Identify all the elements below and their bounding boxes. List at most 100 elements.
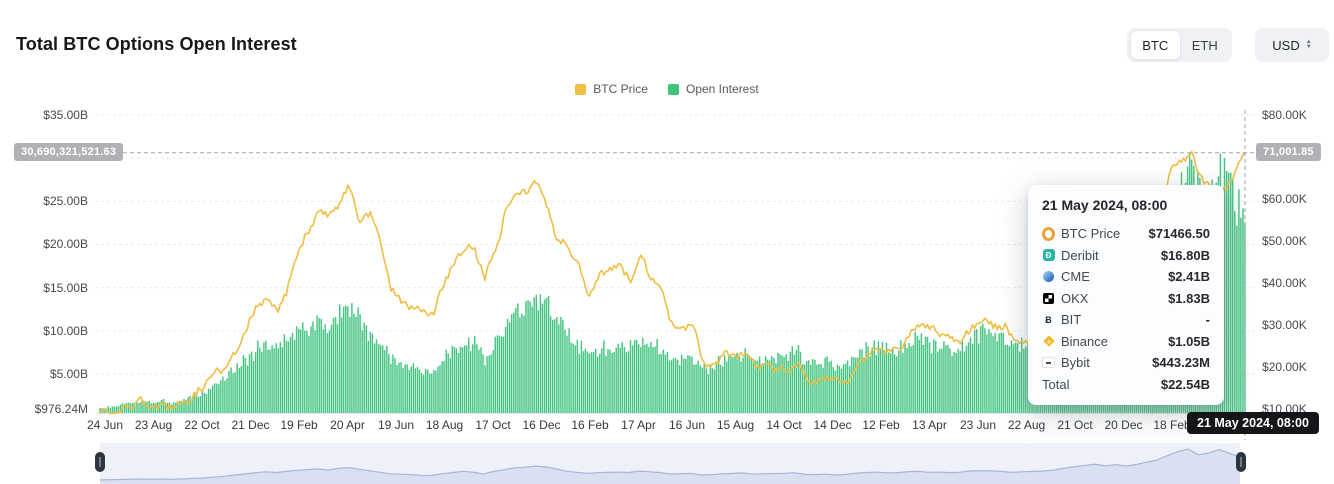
x-axis-tick-label: 13 Apr xyxy=(912,418,947,432)
currency-select[interactable]: USD ▲ ▼ xyxy=(1255,28,1329,62)
x-axis-tick-label: 24 Jun xyxy=(86,418,124,432)
y-axis-left-tick-label: $25.00B xyxy=(43,194,88,209)
x-axis-tick-label: 16 Dec xyxy=(522,418,561,432)
y-axis-left-tick-label: $35.00B xyxy=(43,108,88,122)
tooltip-row-value: $1.05B xyxy=(1168,333,1210,349)
tooltip-row-name: Bybit xyxy=(1061,355,1090,371)
x-axis-tick-label: 21 Oct xyxy=(1057,418,1093,432)
tooltip-row-name: BTC Price xyxy=(1061,226,1121,242)
y-axis-right-tick-label: $30.00K xyxy=(1262,318,1307,332)
chevron-updown-icon: ▲ ▼ xyxy=(1305,39,1312,50)
x-axis-tick-label: 19 Feb xyxy=(280,418,318,432)
tooltip-rows: BTC Price $71466.50 Ð Deribit $16.80B CME $2.4… xyxy=(1042,223,1210,374)
tooltip-row-value: $71466.50 xyxy=(1148,226,1210,242)
tooltip-row-value: $443.23M xyxy=(1152,355,1210,371)
y-axis-right-tick-label: $60.00K xyxy=(1262,192,1307,206)
tooltip-row-cme: CME $2.41B xyxy=(1042,266,1210,288)
tooltip-row-value: - xyxy=(1205,312,1210,328)
binance-icon xyxy=(1042,335,1055,347)
tooltip: 21 May 2024, 08:00 BTC Price $71466.50 Ð De… xyxy=(1028,185,1224,405)
x-axis-tick-label: 12 Feb xyxy=(862,418,900,432)
legend: BTC Price Open Interest xyxy=(0,82,1334,96)
x-axis-tick-label: 23 Aug xyxy=(134,418,173,432)
tooltip-row-name: OKX xyxy=(1061,290,1089,306)
x-axis-tick-label: 14 Dec xyxy=(813,418,852,432)
tooltip-row-value: $2.41B xyxy=(1168,269,1210,285)
legend-swatch xyxy=(667,83,679,95)
y-axis-right-tick-label: $20.00K xyxy=(1262,360,1307,374)
tooltip-row-name: CME xyxy=(1061,269,1090,285)
y-axis-left-tick-label: $5.00B xyxy=(49,366,88,381)
y-axis-left-tick-label: $976.24M xyxy=(34,401,88,416)
legend-label: Open Interest xyxy=(685,82,759,96)
tooltip-icon-wrap xyxy=(1042,356,1055,369)
okx-icon xyxy=(1043,292,1054,304)
navigator-area-svg xyxy=(99,448,1241,484)
legend-label: BTC Price xyxy=(593,82,648,96)
tooltip-row-value: $1.83B xyxy=(1168,290,1210,306)
tooltip-icon-wrap: Ð xyxy=(1042,249,1055,262)
currency-select-value: USD xyxy=(1272,37,1300,53)
tooltip-row-name: BIT xyxy=(1061,312,1082,328)
x-axis-tick-label: 17 Apr xyxy=(621,418,656,432)
asset-toggle: BTC ETH xyxy=(1127,28,1232,62)
tooltip-icon-wrap xyxy=(1042,292,1055,305)
x-axis-tick-label: 16 Jun xyxy=(668,418,706,432)
x-axis-tick-label: 16 Feb xyxy=(571,418,609,432)
crosshair-date-badge: 21 May 2024, 08:00 xyxy=(1187,412,1319,434)
legend-swatch xyxy=(575,83,587,95)
tooltip-date: 21 May 2024, 08:00 xyxy=(1042,197,1168,213)
legend-item-btc-price[interactable]: BTC Price xyxy=(575,82,648,96)
x-axis-tick-label: 20 Apr xyxy=(330,418,365,432)
tooltip-total-row: Total $22.54B xyxy=(1042,374,1210,396)
navigator-area-line xyxy=(99,448,1241,481)
tooltip-row-bit: Ƀ BIT - xyxy=(1042,309,1210,331)
tooltip-icon-wrap xyxy=(1042,270,1055,283)
btc-ring-icon xyxy=(1042,226,1055,241)
tooltip-icon-wrap xyxy=(1042,335,1055,348)
tooltip-row-bybit: Bybit $443.23M xyxy=(1042,352,1210,374)
y-axis-left-tick-label: $20.00B xyxy=(43,237,88,252)
y-axis-right-tick-label: $50.00K xyxy=(1262,234,1307,248)
legend-item-open-interest[interactable]: Open Interest xyxy=(667,82,759,96)
crosshair-right-value-badge: 71,001.85 xyxy=(1256,143,1321,161)
tooltip-row-name: Deribit xyxy=(1061,247,1099,263)
y-axis-right-tick-label: $80.00K xyxy=(1262,108,1307,122)
deribit-icon: Ð xyxy=(1042,249,1055,262)
tooltip-row-binance: Binance $1.05B xyxy=(1042,331,1210,353)
bit-icon: Ƀ xyxy=(1045,314,1052,325)
page-title: Total BTC Options Open Interest xyxy=(16,34,297,54)
x-axis-tick-label: 20 Dec xyxy=(1104,418,1143,432)
tooltip-icon-wrap: Ƀ xyxy=(1042,313,1055,326)
tooltip-total-label: Total xyxy=(1042,376,1070,392)
x-axis-tick-label: 19 Jun xyxy=(377,418,415,432)
tooltip-row-value: $16.80B xyxy=(1160,247,1210,263)
x-axis-tick-label: 17 Oct xyxy=(475,418,511,432)
crosshair-left-value-badge: 30,690,321,521.63 xyxy=(14,143,124,161)
cme-icon xyxy=(1043,271,1054,283)
x-axis-tick-label: 14 Oct xyxy=(766,418,802,432)
bybit-icon xyxy=(1042,357,1055,369)
tooltip-row-btc-price: BTC Price $71466.50 xyxy=(1042,223,1210,245)
x-axis-tick-label: 22 Oct xyxy=(184,418,220,432)
navigator-left-handle[interactable] xyxy=(95,452,105,472)
navigator-area-fill xyxy=(100,449,1240,484)
tooltip-row-okx: OKX $1.83B xyxy=(1042,288,1210,310)
range-navigator[interactable] xyxy=(99,443,1241,484)
tooltip-icon-wrap xyxy=(1042,226,1055,241)
x-axis-tick-label: 21 Dec xyxy=(231,418,270,432)
y-axis-left-tick-label: $10.00B xyxy=(43,323,88,338)
x-axis-tick-label: 18 Feb xyxy=(1153,418,1191,432)
tooltip-row-name: Binance xyxy=(1061,333,1108,349)
tooltip-total-value: $22.54B xyxy=(1160,376,1210,392)
tooltip-row-deribit: Ð Deribit $16.80B xyxy=(1042,245,1210,267)
x-axis-tick-label: 15 Aug xyxy=(716,418,755,432)
x-axis-tick-label: 18 Aug xyxy=(425,418,464,432)
y-axis-right-tick-label: $40.00K xyxy=(1262,276,1307,290)
y-axis-left-tick-label: $15.00B xyxy=(43,280,88,295)
navigator-right-handle[interactable] xyxy=(1236,452,1246,472)
btc-tab-button[interactable]: BTC xyxy=(1130,30,1181,60)
eth-tab-button[interactable]: ETH xyxy=(1191,37,1218,53)
x-axis-tick-label: 23 Jun xyxy=(959,418,997,432)
